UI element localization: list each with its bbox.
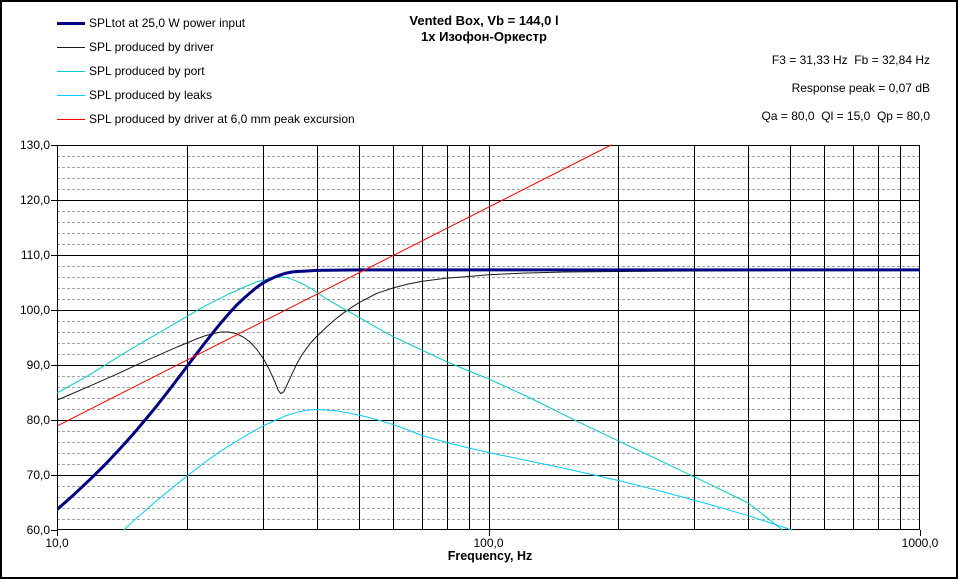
x-axis-title: Frequency, Hz bbox=[447, 549, 533, 563]
series-spl-produced-by-port bbox=[57, 276, 783, 531]
legend-item: SPLtot at 25,0 W power input bbox=[57, 11, 355, 35]
x-tick-label: 1000,0 bbox=[901, 536, 939, 550]
chart-title: Vented Box, Vb = 144,0 l bbox=[409, 13, 559, 28]
legend-line-swatch bbox=[57, 118, 85, 120]
series-spltot-at-25-0-w-power-input bbox=[57, 268, 920, 512]
plot-border bbox=[57, 145, 920, 530]
grid-major bbox=[57, 200, 920, 476]
y-tick-label: 80,0 bbox=[26, 413, 50, 427]
series-spl-produced-by-driver bbox=[57, 269, 920, 401]
y-tick-label: 90,0 bbox=[26, 358, 50, 372]
legend-label: SPL produced by driver at 6,0 mm peak ex… bbox=[89, 112, 355, 126]
legend-label: SPLtot at 25,0 W power input bbox=[89, 16, 246, 30]
legend-line-swatch bbox=[57, 46, 85, 48]
title-block: Vented Box, Vb = 144,0 l 1x Изофон-Оркес… bbox=[284, 13, 684, 45]
chart-subtitle: 1x Изофон-Оркестр bbox=[421, 29, 547, 44]
series-curves bbox=[57, 144, 920, 531]
axis-ticks bbox=[51, 145, 921, 536]
x-tick-label: 100,0 bbox=[473, 536, 504, 550]
legend-line-swatch bbox=[57, 94, 85, 96]
grid-vertical bbox=[187, 145, 901, 530]
y-tick-label: 110,0 bbox=[20, 248, 50, 262]
grid-minor bbox=[57, 156, 920, 520]
series-spl-produced-by-driver-at-6-0-mm-peak-excursion bbox=[57, 144, 612, 427]
legend-label: SPL produced by driver bbox=[89, 40, 214, 54]
x-tick-label: 10,0 bbox=[45, 536, 69, 550]
legend-item: SPL produced by leaks bbox=[57, 83, 355, 107]
y-tick-label: 70,0 bbox=[26, 468, 50, 482]
stats-block: F3 = 31,33 Hz Fb = 32,84 Hz Response pea… bbox=[762, 53, 930, 137]
y-tick-label: 100,0 bbox=[19, 303, 50, 317]
y-tick-label: 130,0 bbox=[19, 138, 50, 152]
y-tick-label: 120,0 bbox=[19, 193, 50, 207]
stat-q-values: Qa = 80,0 Ql = 15,0 Qp = 80,0 bbox=[761, 109, 930, 123]
legend-label: SPL produced by port bbox=[89, 64, 205, 78]
legend-label: SPL produced by leaks bbox=[89, 88, 212, 102]
legend-item: SPL produced by port bbox=[57, 59, 355, 83]
series-spl-produced-by-leaks bbox=[123, 409, 793, 531]
legend-item: SPL produced by driver at 6,0 mm peak ex… bbox=[57, 107, 355, 131]
legend: SPLtot at 25,0 W power input SPL produced… bbox=[57, 11, 355, 131]
legend-item: SPL produced by driver bbox=[57, 35, 355, 59]
legend-line-swatch bbox=[57, 70, 85, 72]
legend-line-swatch bbox=[57, 21, 85, 25]
y-tick-label: 60,0 bbox=[26, 523, 50, 537]
stat-response-peak: Response peak = 0,07 dB bbox=[791, 81, 930, 95]
stat-f3-fb: F3 = 31,33 Hz Fb = 32,84 Hz bbox=[771, 53, 930, 67]
